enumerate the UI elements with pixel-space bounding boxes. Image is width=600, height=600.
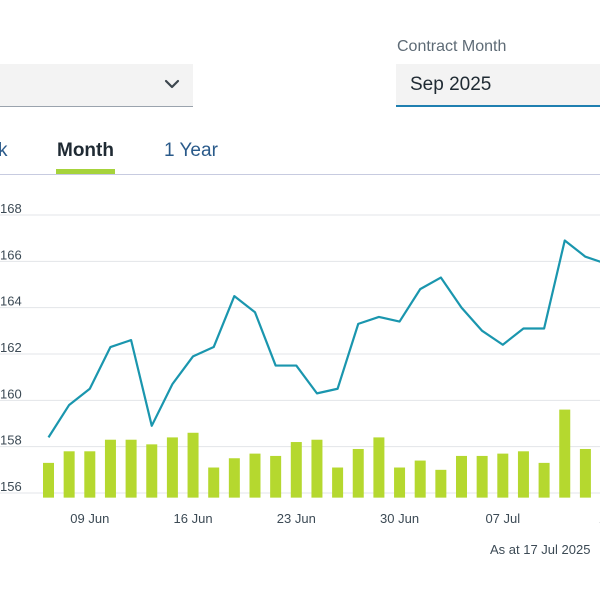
volume-bar [435, 469, 447, 498]
y-tick-label: 160 [0, 386, 22, 401]
volume-bar [104, 439, 116, 498]
chevron-down-icon [164, 79, 180, 89]
volume-bar [208, 467, 220, 498]
y-tick-label: 164 [0, 294, 22, 309]
volume-bar [84, 451, 96, 498]
y-tick-label: 158 [0, 433, 22, 448]
x-tick-label: 16 Jun [174, 511, 213, 526]
volume-bar [559, 409, 571, 498]
volume-bar [228, 458, 240, 498]
contract-month-value: Sep 2025 [410, 74, 492, 95]
volume-bar [290, 442, 302, 498]
volume-bar [373, 437, 385, 498]
volume-bar [352, 448, 364, 498]
volume-bar [456, 455, 467, 498]
volume-bar [579, 448, 591, 498]
tab-month[interactable]: Month [57, 140, 114, 161]
x-tick-label: 14 [599, 511, 600, 526]
volume-bar [187, 432, 199, 498]
volume-bar [497, 453, 509, 498]
tab-active-indicator [56, 169, 115, 174]
volume-bar [125, 439, 137, 498]
volume-bar [63, 451, 75, 498]
y-tick-label: 166 [0, 247, 22, 262]
contract-month-label: Contract Month [397, 38, 507, 55]
y-tick-label: 168 [0, 201, 22, 216]
tab-week[interactable]: k [0, 140, 8, 161]
x-tick-label: 09 Jun [70, 511, 109, 526]
volume-bar [270, 455, 282, 498]
volume-bar [517, 451, 529, 498]
x-tick-label: 23 Jun [277, 511, 316, 526]
x-tick-label: 07 Jul [485, 511, 520, 526]
volume-bar [538, 462, 550, 498]
volume-bar [332, 467, 344, 498]
volume-bar [166, 437, 178, 498]
price-chart: 156 158 160 162 164 166 168 09 Jun 16 Jun 23 Jun 3… [0, 201, 600, 526]
as-at-note: As at 17 Jul 2025 [490, 542, 591, 557]
volume-bar [311, 439, 323, 498]
volume-bar [414, 460, 426, 498]
volume-bar [249, 453, 261, 498]
volume-bar [476, 455, 488, 498]
volume-bar [394, 467, 406, 498]
period-select[interactable] [0, 64, 193, 107]
volume-bar [146, 444, 158, 498]
tabs-divider [0, 174, 600, 175]
x-tick-label: 30 Jun [380, 511, 419, 526]
price-line [47, 239, 600, 438]
contract-month-select[interactable] [396, 64, 600, 107]
volume-bar [43, 462, 54, 498]
tab-1-year[interactable]: 1 Year [164, 140, 218, 161]
y-tick-label: 162 [0, 340, 22, 355]
y-tick-label: 156 [0, 479, 22, 494]
